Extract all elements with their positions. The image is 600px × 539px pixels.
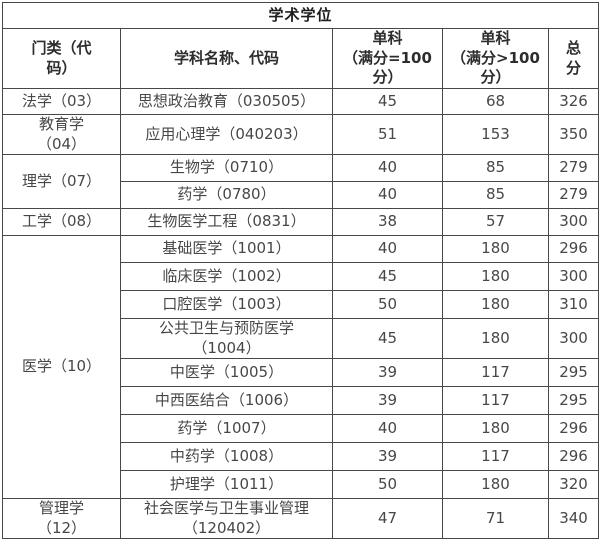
score-cell: 85 (442, 181, 549, 209)
score-cell: 340 (547, 498, 600, 539)
score-cell: 350 (547, 114, 600, 155)
score-cell: 320 (547, 470, 600, 499)
score-cell: 300 (547, 208, 600, 236)
score-cell: 180 (442, 235, 549, 263)
score-cell: 50 (332, 470, 443, 499)
score-cell: 300 (547, 318, 600, 359)
score-cell: 68 (442, 88, 549, 115)
score-cell: 38 (332, 208, 443, 236)
subject-cell: 生物学（0710） (120, 154, 333, 182)
subject-cell: 社会医学与卫生事业管理（120402） (120, 498, 333, 539)
header-single-max100: 单科 （满分=100分） (332, 28, 443, 89)
table-row: 医学（10） 基础医学（1001） 40 180 296 (2, 235, 600, 499)
subject-cell: 思想政治教育（030505） (120, 88, 333, 115)
subject-cell: 中西医结合（1006） (120, 386, 333, 415)
subject-cell: 生物医学工程（0831） (120, 208, 333, 236)
score-cell: 180 (442, 290, 549, 319)
score-cell: 295 (547, 358, 600, 387)
score-cell: 279 (547, 181, 600, 209)
subject-cell: 基础医学（1001） (120, 235, 333, 263)
table-row: 中药学（1008） 39 117 296 (3, 442, 600, 471)
score-cell: 40 (332, 235, 443, 263)
score-cell: 51 (332, 114, 443, 155)
table-row: 口腔医学（1003） 50 180 310 (3, 290, 600, 319)
header-subject: 学科名称、代码 (120, 28, 333, 89)
score-cell: 47 (332, 498, 443, 539)
table-row: 护理学（1011） 50 180 320 (3, 470, 600, 499)
header-row: 门类（代码） 学科名称、代码 单科 （满分=100分） 单科 （满分>100分）… (2, 28, 600, 89)
subject-cell: 临床医学（1002） (120, 262, 333, 291)
score-cell: 296 (547, 442, 600, 471)
score-cell: 117 (442, 442, 549, 471)
category-cell: 工学（08） (2, 208, 121, 236)
score-cell: 153 (442, 114, 549, 155)
table-row: 法学（03） 思想政治教育（030505） 45 68 326 (2, 88, 600, 115)
table-row: 工学（08） 生物医学工程（0831） 38 57 300 (2, 208, 600, 236)
category-cell: 法学（03） (2, 88, 121, 115)
subject-cell: 药学（0780） (120, 181, 333, 209)
score-cell: 71 (442, 498, 549, 539)
title-row: 学术学位 (1, 2, 600, 29)
score-cell: 50 (332, 290, 443, 319)
category-cell: 理学（07） (2, 154, 121, 209)
subject-cell: 口腔医学（1003） (120, 290, 333, 319)
header-single-gt100: 单科 （满分>100分） (442, 28, 549, 89)
score-cell: 45 (332, 88, 443, 115)
score-cell: 295 (547, 386, 600, 415)
score-cell: 180 (442, 470, 549, 499)
score-cell: 85 (442, 154, 549, 182)
score-cell: 117 (442, 358, 549, 387)
category-cell: 管理学（12） (2, 498, 121, 539)
score-cell: 117 (442, 386, 549, 415)
category-cell: 教育学（04） (2, 114, 121, 155)
table-row: 中医学（1005） 39 117 295 (3, 358, 600, 387)
score-cell: 57 (442, 208, 549, 236)
score-cell: 296 (547, 235, 600, 263)
subject-cell: 公共卫生与预防医学（1004） (120, 318, 333, 359)
score-cell: 180 (442, 262, 549, 291)
header-category: 门类（代码） (2, 28, 121, 89)
table-row: 公共卫生与预防医学（1004） 45 180 300 (3, 318, 600, 359)
table-row: 药学（1007） 40 180 296 (3, 414, 600, 443)
subject-cell: 中医学（1005） (120, 358, 333, 387)
score-cell: 39 (332, 386, 443, 415)
table-row: 药学（0780） 40 85 279 (3, 181, 600, 209)
subject-cell: 药学（1007） (120, 414, 333, 443)
header-total: 总分 (547, 28, 600, 89)
table-title: 学术学位 (1, 2, 600, 29)
score-cell: 45 (332, 318, 443, 359)
subject-cell: 护理学（1011） (120, 470, 333, 499)
score-cell: 45 (332, 262, 443, 291)
category-cell: 医学（10） (2, 235, 121, 499)
score-cell: 296 (547, 414, 600, 443)
score-cell: 310 (547, 290, 600, 319)
table-row: 教育学（04） 应用心理学（040203） 51 153 350 (2, 114, 600, 155)
score-cell: 40 (332, 414, 443, 443)
table-row: 临床医学（1002） 45 180 300 (3, 262, 600, 291)
table-row: 管理学（12） 社会医学与卫生事业管理（120402） 47 71 340 (2, 498, 600, 539)
score-cell: 40 (332, 154, 443, 182)
score-cell: 279 (547, 154, 600, 182)
table-row: 理学（07） 生物学（0710） 40 85 279 (2, 154, 600, 209)
score-cell: 326 (547, 88, 600, 115)
subject-cell: 中药学（1008） (120, 442, 333, 471)
score-cell: 180 (442, 414, 549, 443)
score-cell: 39 (332, 358, 443, 387)
table-row: 中西医结合（1006） 39 117 295 (3, 386, 600, 415)
score-cell: 40 (332, 181, 443, 209)
score-cell: 180 (442, 318, 549, 359)
score-cell: 39 (332, 442, 443, 471)
score-cell: 300 (547, 262, 600, 291)
subject-cell: 应用心理学（040203） (120, 114, 333, 155)
